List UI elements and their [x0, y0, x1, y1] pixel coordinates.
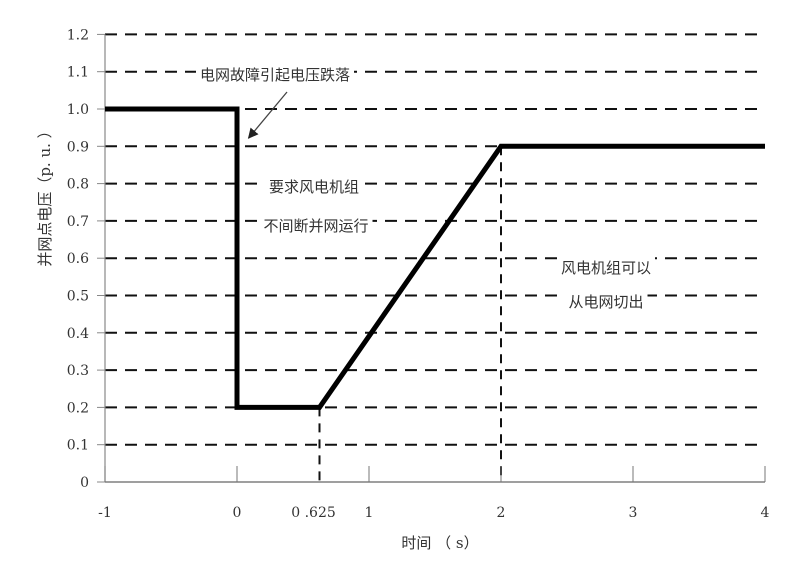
y-tick-label: 1.1 [67, 65, 89, 81]
annotation-bg [564, 291, 648, 312]
y-tick-label: 0.9 [67, 139, 89, 155]
y-tick-label: 0.8 [67, 177, 89, 193]
annotation-text: 要求风电机组 [269, 178, 359, 196]
x-tick-label: 2 [497, 505, 506, 521]
y-tick-label: 0.4 [67, 326, 89, 342]
x-tick-label: 0 [233, 505, 242, 521]
annotation-text: 不间断并网运行 [263, 217, 368, 235]
annotation-bg [265, 176, 363, 197]
y-tick-label: 0.3 [67, 363, 89, 379]
x-tick-label: -1 [98, 505, 112, 521]
y-tick-label: 0.5 [67, 289, 89, 305]
annotation-bg [196, 64, 354, 85]
voltage-curve [105, 106, 765, 410]
y-tick-label: 1.0 [67, 102, 89, 118]
y-tick-label: 1.2 [67, 27, 89, 43]
x-tick-label: 3 [629, 505, 638, 521]
x-axis-title: 时间 （ s） [401, 534, 478, 552]
y-tick-label: 0 [80, 475, 89, 491]
annotation-text: 风电机组可以 [561, 259, 651, 277]
y-tick-label: 0.7 [67, 214, 89, 230]
x-tick-label: 1 [365, 505, 374, 521]
y-axis-title: 并网点电压（p. u. ） [36, 123, 54, 266]
y-tick-label: 0.2 [67, 400, 89, 416]
x-tick-label: 4 [761, 505, 770, 521]
annotation-text: 从电网切出 [568, 293, 643, 311]
annotation-text: 电网故障引起电压跌落 [200, 66, 350, 84]
annotation-bg [557, 257, 655, 278]
annotation-arrow [247, 91, 288, 139]
annotation-bg [259, 215, 373, 236]
y-tick-label: 0.6 [67, 251, 89, 267]
y-tick-label: 0.1 [67, 438, 89, 454]
x-tick-label: 0 .625 [291, 505, 336, 521]
